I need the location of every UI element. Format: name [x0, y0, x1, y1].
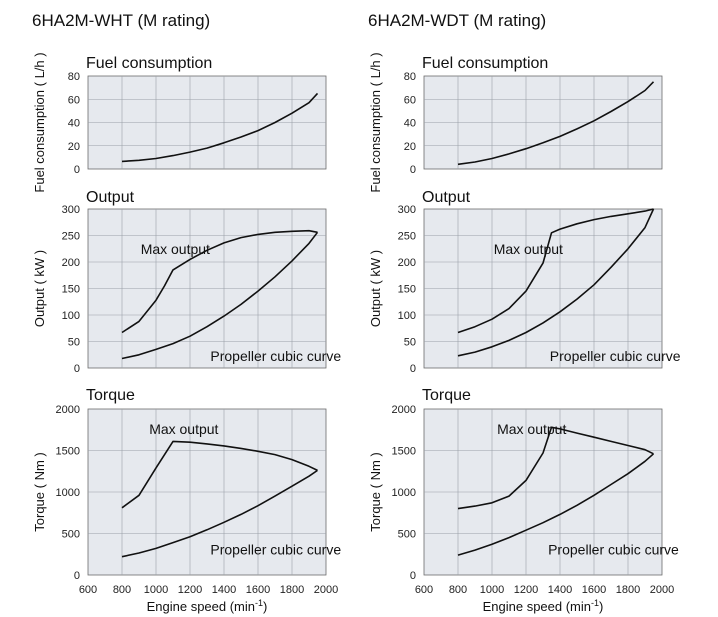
y-tick-label: 1000	[392, 487, 416, 499]
y-tick-label: 50	[68, 337, 80, 349]
panel-torque: Torque 0 500 1000 1500 2000 Torque ( Nm ) Max o…	[368, 387, 679, 614]
x-tick-label: 1600	[246, 584, 270, 596]
y-axis-label: Torque ( Nm )	[32, 452, 47, 531]
panel-output: Output 0 50 100 150 200 250 300 Output ( kW ) Max…	[32, 189, 341, 375]
y-tick-label: 300	[62, 204, 80, 216]
y-tick-label: 20	[68, 141, 80, 153]
y-axis-label: Fuel consumption ( L/h )	[368, 52, 383, 192]
y-tick-label: 500	[62, 529, 80, 541]
curve-annotation: Max output	[149, 421, 218, 437]
y-tick-label: 100	[62, 310, 80, 322]
y-tick-label: 0	[74, 570, 80, 582]
y-tick-label: 150	[398, 284, 416, 296]
y-axis-label: Output ( kW )	[368, 250, 383, 327]
x-tick-label: 2000	[314, 584, 338, 596]
series-line-propeller-cubic-curve	[457, 208, 655, 357]
x-tick-label: 600	[415, 584, 433, 596]
series-line-max-output	[121, 229, 318, 334]
panel-title: Torque	[86, 387, 135, 404]
y-tick-label: 60	[404, 94, 416, 106]
y-tick-label: 500	[398, 529, 416, 541]
series-line-propeller-cubic-curve	[457, 453, 655, 556]
curve-annotation: Propeller cubic curve	[550, 348, 681, 364]
x-axis-label: Engine speed (min-1)	[147, 598, 268, 614]
y-tick-label: 250	[398, 231, 416, 243]
series-line-max-output	[457, 426, 654, 510]
series-line-fuel	[457, 81, 655, 166]
y-axis-label: Fuel consumption ( L/h )	[32, 52, 47, 192]
panel-title: Torque	[422, 387, 471, 404]
x-tick-label: 1400	[548, 584, 572, 596]
y-tick-label: 20	[404, 141, 416, 153]
x-tick-label: 800	[449, 584, 467, 596]
y-tick-label: 40	[404, 118, 416, 130]
panel-title: Fuel consumption	[86, 55, 212, 72]
chart-column-1: 6HA2M-WHT (M rating) Fuel consumption 0 20 4…	[32, 11, 341, 614]
panel-title: Fuel consumption	[422, 55, 548, 72]
y-tick-label: 250	[62, 231, 80, 243]
curve-annotation: Propeller cubic curve	[210, 348, 341, 364]
panel-fuel: Fuel consumption 0 20 40 60 80 Fuel consumptio…	[368, 52, 663, 193]
x-tick-label: 800	[113, 584, 131, 596]
y-tick-label: 1500	[392, 446, 416, 458]
x-tick-label: 2000	[650, 584, 674, 596]
x-tick-label: 1600	[582, 584, 606, 596]
x-tick-label: 1200	[514, 584, 538, 596]
chart-title: 6HA2M-WHT (M rating)	[32, 11, 210, 30]
y-tick-label: 60	[68, 94, 80, 106]
x-tick-label: 1000	[144, 584, 168, 596]
series-line-max-output	[121, 440, 318, 509]
y-tick-label: 0	[74, 164, 80, 176]
panel-torque: Torque 0 500 1000 1500 2000 Torque ( Nm ) Max o…	[32, 387, 341, 614]
y-tick-label: 0	[410, 164, 416, 176]
y-tick-label: 50	[404, 337, 416, 349]
x-tick-label: 1800	[280, 584, 304, 596]
x-tick-label: 1400	[212, 584, 236, 596]
y-tick-label: 2000	[56, 404, 80, 416]
panel-fuel: Fuel consumption 0 20 40 60 80 Fuel consumptio…	[32, 52, 327, 193]
y-tick-label: 40	[68, 118, 80, 130]
y-tick-label: 2000	[392, 404, 416, 416]
curve-annotation: Max output	[141, 241, 210, 257]
y-tick-label: 200	[398, 257, 416, 269]
y-tick-label: 1000	[56, 487, 80, 499]
series-line-max-output	[457, 208, 654, 334]
x-tick-label: 600	[79, 584, 97, 596]
series-line-fuel	[121, 92, 319, 163]
chart-title: 6HA2M-WDT (M rating)	[368, 11, 546, 30]
curve-annotation: Max output	[497, 421, 566, 437]
y-axis-label: Output ( kW )	[32, 250, 47, 327]
y-tick-label: 0	[74, 363, 80, 375]
y-tick-label: 1500	[56, 446, 80, 458]
curve-annotation: Propeller cubic curve	[210, 541, 341, 557]
x-tick-label: 1200	[178, 584, 202, 596]
curve-annotation: Max output	[494, 241, 563, 257]
panel-output: Output 0 50 100 150 200 250 300 Output ( kW ) Max…	[368, 189, 681, 375]
chart-column-2: 6HA2M-WDT (M rating) Fuel consumption 0 20 4…	[368, 11, 681, 614]
y-tick-label: 100	[398, 310, 416, 322]
y-axis-label: Torque ( Nm )	[368, 452, 383, 531]
curve-annotation: Propeller cubic curve	[548, 541, 679, 557]
series-line-propeller-cubic-curve	[121, 231, 319, 360]
y-tick-label: 80	[68, 71, 80, 83]
x-tick-label: 1000	[480, 584, 504, 596]
y-tick-label: 150	[62, 284, 80, 296]
y-tick-label: 0	[410, 363, 416, 375]
series-line-propeller-cubic-curve	[121, 469, 318, 558]
y-tick-label: 0	[410, 570, 416, 582]
panel-title: Output	[86, 189, 135, 206]
x-axis-label: Engine speed (min-1)	[483, 598, 604, 614]
panel-title: Output	[422, 189, 471, 206]
y-tick-label: 80	[404, 71, 416, 83]
y-tick-label: 300	[398, 204, 416, 216]
y-tick-label: 200	[62, 257, 80, 269]
x-tick-label: 1800	[616, 584, 640, 596]
